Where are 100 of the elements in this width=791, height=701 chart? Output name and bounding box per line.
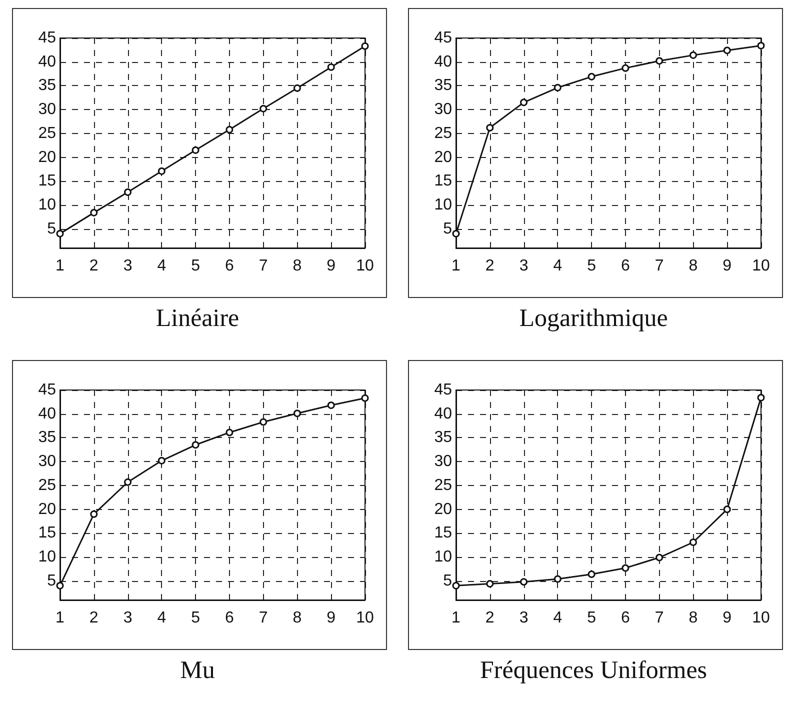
- point: [327, 402, 335, 410]
- point: [56, 582, 64, 590]
- point: [327, 63, 335, 71]
- x-tick-label: 5: [191, 610, 200, 626]
- point: [452, 582, 460, 590]
- point: [689, 538, 697, 546]
- x-tick-label: 3: [519, 610, 528, 626]
- x-tick-label: 5: [191, 258, 200, 274]
- y-tick-label: 15: [434, 172, 452, 190]
- point: [588, 72, 596, 80]
- x-tick-label: 1: [56, 610, 65, 626]
- y-tick-label: 45: [38, 382, 56, 398]
- y-tick-label: 20: [38, 148, 56, 166]
- point: [260, 418, 268, 426]
- point: [293, 410, 301, 418]
- point: [554, 575, 562, 583]
- y-tick-label: 40: [434, 405, 452, 422]
- x-tick-label: 9: [722, 258, 732, 274]
- y-tick-label: 25: [434, 476, 452, 494]
- y-tick-label: 20: [434, 500, 452, 518]
- x-tick-label: 10: [356, 258, 374, 274]
- y-tick-label: 30: [434, 101, 452, 118]
- y-tick-label: 35: [434, 429, 452, 446]
- x-tick-label: 10: [752, 258, 770, 274]
- y-tick-label: 40: [434, 53, 452, 70]
- x-tick-label: 1: [56, 258, 65, 274]
- x-tick-label: 2: [485, 610, 494, 626]
- y-tick-label: 35: [38, 429, 56, 446]
- x-tick-label: 9: [722, 610, 732, 626]
- x-tick-label: 2: [89, 610, 98, 626]
- point: [192, 146, 200, 154]
- x-tick-label: 4: [157, 610, 166, 626]
- x-tick-label: 9: [326, 258, 336, 274]
- text: Mu: [180, 657, 216, 684]
- point: [452, 230, 460, 238]
- point: [723, 506, 731, 514]
- point: [622, 64, 630, 72]
- y-tick-label: 20: [434, 148, 452, 166]
- x-tick-label: 8: [292, 258, 302, 274]
- x-tick-label: 1: [452, 610, 461, 626]
- x-tick-label: 1: [452, 258, 461, 274]
- x-tick-label: 8: [292, 610, 302, 626]
- y-tick-label: 30: [434, 453, 452, 470]
- y-tick-label: 5: [443, 572, 452, 590]
- y-tick-label: 30: [38, 453, 56, 470]
- y-tick-label: 45: [434, 382, 452, 398]
- y-tick-label: 25: [38, 476, 56, 494]
- point: [90, 510, 98, 518]
- point: [689, 51, 697, 59]
- x-tick-label: 5: [587, 610, 596, 626]
- point: [260, 104, 268, 112]
- point: [656, 57, 664, 65]
- y-tick-label: 15: [38, 172, 56, 190]
- point: [56, 230, 64, 238]
- x-tick-label: 9: [326, 610, 336, 626]
- y-tick-label: 25: [434, 124, 452, 142]
- point: [588, 570, 596, 578]
- y-tick-label: 40: [38, 405, 56, 422]
- x-tick-label: 8: [688, 258, 698, 274]
- point: [158, 456, 166, 464]
- y-tick-label: 15: [38, 524, 56, 542]
- y-tick-label: 5: [47, 220, 56, 238]
- point: [486, 124, 494, 132]
- point: [361, 394, 369, 402]
- point: [293, 84, 301, 92]
- point: [757, 42, 765, 50]
- x-tick-label: 7: [258, 610, 268, 626]
- x-tick-label: 6: [620, 610, 630, 626]
- x-tick-label: 7: [258, 258, 268, 274]
- point: [723, 46, 731, 54]
- x-tick-label: 3: [123, 610, 132, 626]
- x-tick-label: 3: [123, 258, 132, 274]
- point: [757, 394, 765, 402]
- y-tick-label: 35: [38, 77, 56, 94]
- y-tick-label: 25: [38, 124, 56, 142]
- y-tick-label: 10: [434, 196, 452, 214]
- x-tick-label: 6: [620, 258, 630, 274]
- text: Fréquences Uniformes: [480, 657, 708, 684]
- x-tick-label: 4: [553, 258, 562, 274]
- point: [192, 441, 200, 449]
- y-tick-label: 35: [434, 77, 452, 94]
- x-tick-label: 4: [553, 610, 562, 626]
- point: [226, 428, 234, 436]
- x-tick-label: 4: [157, 258, 166, 274]
- y-tick-label: 15: [434, 524, 452, 542]
- x-tick-label: 6: [224, 258, 234, 274]
- x-tick-label: 6: [224, 610, 234, 626]
- y-tick-label: 5: [47, 572, 56, 590]
- text: Linéaire: [156, 305, 240, 332]
- text: Logarithmique: [519, 305, 668, 332]
- point: [124, 188, 132, 196]
- x-tick-label: 2: [89, 258, 98, 274]
- point: [361, 42, 369, 50]
- x-tick-label: 3: [519, 258, 528, 274]
- y-tick-label: 45: [434, 30, 452, 46]
- point: [554, 84, 562, 92]
- x-tick-label: 5: [587, 258, 596, 274]
- x-tick-label: 2: [485, 258, 494, 274]
- x-tick-label: 7: [654, 258, 664, 274]
- point: [226, 126, 234, 134]
